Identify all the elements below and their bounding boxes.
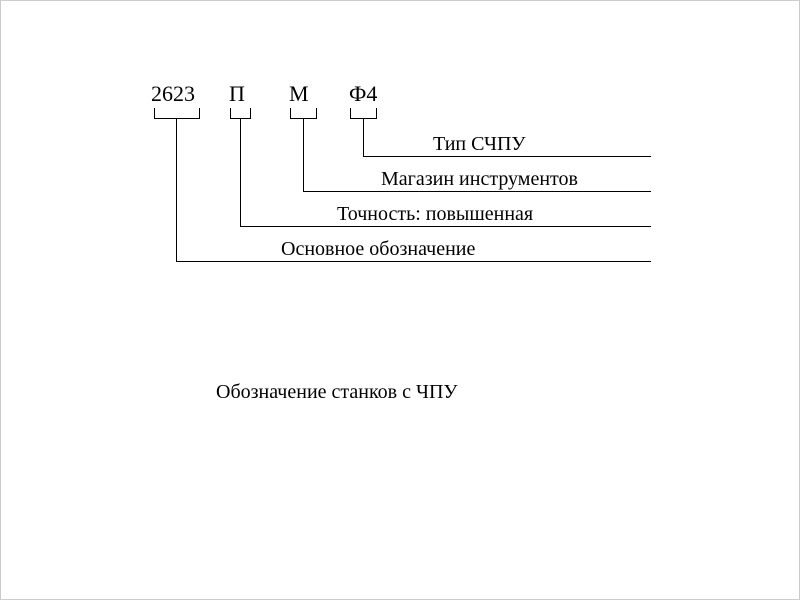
- bracket-3-stem-v: [176, 118, 177, 261]
- bracket-3-top-h: [154, 118, 200, 119]
- bracket-1-right-v: [316, 108, 317, 118]
- bracket-0-right-v: [376, 108, 377, 118]
- bracket-3-left-v: [154, 108, 155, 118]
- code-part-2: М: [289, 81, 309, 107]
- diagram-caption: Обозначение станков с ЧПУ: [216, 381, 458, 404]
- bracket-0-stem-v: [363, 118, 364, 156]
- code-part-3: Ф4: [349, 81, 377, 107]
- bracket-1-left-v: [290, 108, 291, 118]
- desc-label-1: Магазин инструментов: [381, 168, 578, 191]
- code-part-0: 2623: [151, 81, 195, 107]
- bracket-0-left-v: [350, 108, 351, 118]
- bracket-2-stem-v: [240, 118, 241, 226]
- desc-label-3: Основное обозначение: [281, 238, 475, 261]
- desc-label-0: Тип СЧПУ: [433, 133, 526, 156]
- bracket-2-left-v: [230, 108, 231, 118]
- bracket-2-underline: [240, 226, 651, 227]
- code-part-1: П: [229, 81, 245, 107]
- bracket-3-underline: [176, 261, 651, 262]
- bracket-0-underline: [363, 156, 651, 157]
- desc-label-2: Точность: повышенная: [337, 203, 533, 226]
- bracket-3-right-v: [199, 108, 200, 118]
- bracket-1-stem-v: [303, 118, 304, 191]
- bracket-2-right-v: [250, 108, 251, 118]
- bracket-1-underline: [303, 191, 651, 192]
